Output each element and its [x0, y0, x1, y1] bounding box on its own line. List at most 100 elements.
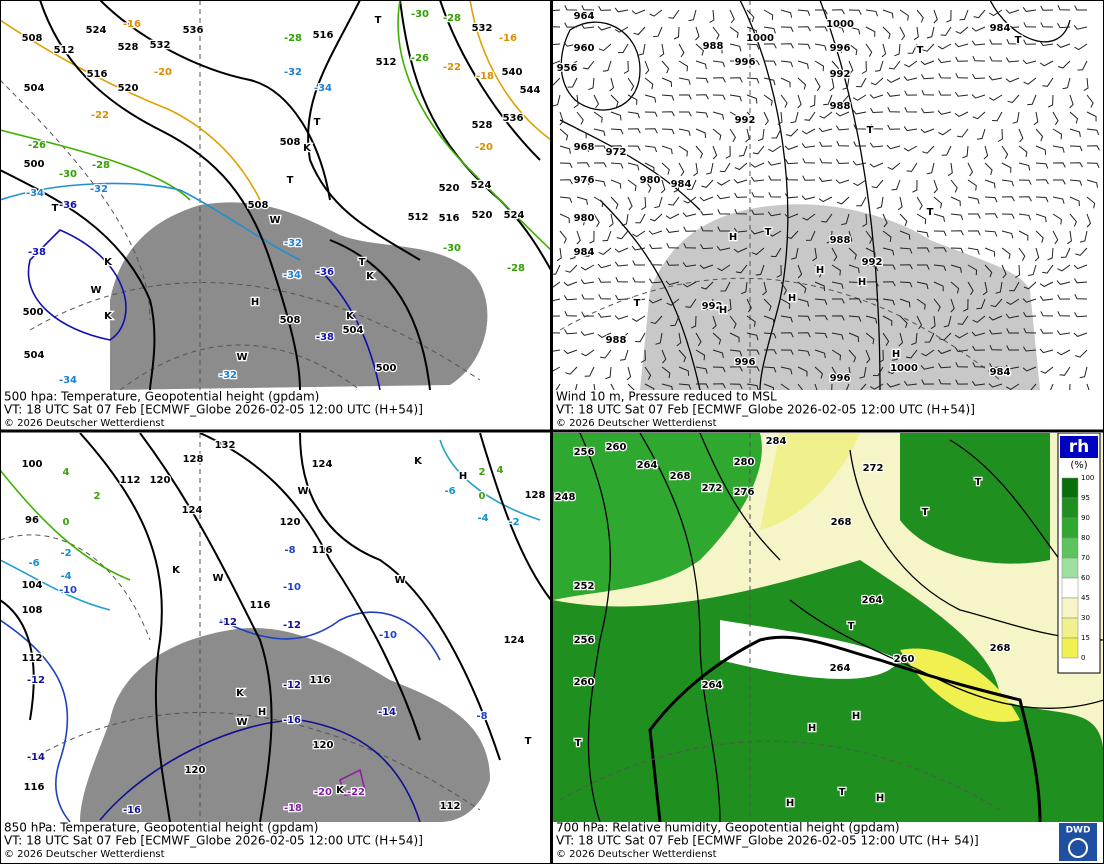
- wind-barb: [1005, 77, 1020, 83]
- wind-barb: [973, 9, 986, 19]
- wind-barb: [682, 262, 697, 268]
- wind-barb: [644, 179, 652, 193]
- wind-barb: [1057, 294, 1071, 300]
- wind-barb: [729, 9, 735, 24]
- wind-barb: [869, 383, 884, 390]
- wind-barb: [768, 192, 782, 198]
- wind-barb: [729, 94, 742, 102]
- wind-barb: [1057, 4, 1071, 11]
- wind-barb: [1052, 230, 1059, 245]
- wind-barb: [676, 332, 682, 347]
- wind-barb: [886, 77, 901, 83]
- wind-barb: [725, 145, 731, 159]
- wind-barb: [563, 349, 578, 355]
- wind-barb: [854, 383, 867, 390]
- wind-barb: [848, 298, 862, 304]
- wind-barb: [763, 349, 777, 355]
- wind-barb: [682, 212, 697, 217]
- wind-barb: [695, 366, 708, 374]
- map-label: H: [719, 305, 727, 316]
- wind-barb: [835, 111, 850, 117]
- wind-barb: [933, 179, 938, 194]
- wind-barb: [933, 9, 938, 24]
- wind-barb: [746, 332, 759, 341]
- wind-barb: [1018, 162, 1031, 171]
- wind-barb: [1005, 57, 1020, 63]
- wind-barb: [627, 111, 640, 119]
- wind-barb: [1015, 264, 1021, 278]
- wind-barb: [835, 179, 850, 184]
- wind-barb: [726, 298, 732, 313]
- legend-swatch: [1061, 617, 1079, 639]
- map-label: 264: [637, 460, 658, 471]
- wind-barb: [831, 26, 845, 33]
- map-label: 524: [471, 180, 492, 191]
- wind-barb: [903, 126, 918, 132]
- map-label: 972: [606, 147, 627, 158]
- map-label: 528: [472, 120, 493, 131]
- wind-barb: [950, 298, 955, 313]
- wind-barb: [950, 213, 964, 220]
- wind-barb: [580, 23, 595, 29]
- map-label: 516: [439, 213, 460, 224]
- wind-barb: [1083, 77, 1089, 92]
- wind-barb: [559, 196, 573, 203]
- map-label: -2: [508, 517, 519, 528]
- legend-tick-label: 0: [1081, 654, 1085, 662]
- wind-barb: [992, 111, 1003, 122]
- wind-barb: [905, 349, 918, 359]
- wind-barb: [972, 111, 986, 120]
- map-label: 256: [574, 447, 595, 458]
- wind-barb: [649, 9, 663, 17]
- wind-barb: [871, 179, 884, 189]
- wind-barb: [848, 281, 862, 288]
- wind-barb: [916, 315, 923, 330]
- wind-barb: [837, 94, 850, 104]
- wind-barb: [627, 162, 640, 171]
- wind-barb: [886, 383, 901, 388]
- map-label: 264: [830, 663, 851, 674]
- map-label: K: [236, 688, 245, 699]
- wind-barb: [856, 77, 867, 88]
- wind-barb: [729, 60, 743, 66]
- wind-barb: [780, 9, 793, 18]
- wind-barb: [644, 94, 657, 103]
- wind-barb: [771, 128, 782, 139]
- wind-barb: [576, 145, 590, 152]
- wind-barb: [903, 366, 918, 372]
- wind-barb: [670, 315, 680, 327]
- wind-barb: [1067, 230, 1072, 245]
- wind-barb: [610, 94, 619, 107]
- wind-barb: [1039, 281, 1054, 288]
- map-label: -10: [379, 630, 397, 641]
- wind-barb: [954, 347, 969, 353]
- map-label: 272: [702, 483, 723, 494]
- wind-barb: [899, 26, 906, 41]
- map-label: -32: [284, 67, 302, 78]
- wind-barb: [631, 296, 646, 302]
- wind-barb: [957, 128, 969, 138]
- wind-barb: [859, 366, 867, 379]
- wind-barb: [1086, 196, 1096, 209]
- map-label: -26: [28, 140, 46, 151]
- wind-barb: [971, 380, 986, 386]
- wind-barb: [638, 43, 646, 56]
- wind-barb: [921, 349, 935, 357]
- wind-barb: [608, 213, 614, 228]
- wind-barb: [580, 331, 595, 336]
- wind-barb: [984, 264, 993, 278]
- wind-barb: [668, 9, 680, 19]
- legend-swatch: [1061, 577, 1079, 599]
- map-label: 512: [54, 45, 75, 56]
- wind-barb: [631, 9, 646, 15]
- wind-barb: [1018, 196, 1032, 202]
- wind-barb: [1047, 247, 1054, 261]
- wind-barb: [1079, 366, 1088, 379]
- wind-barb: [797, 366, 808, 377]
- wind-barb: [582, 60, 595, 70]
- wind-barb: [616, 230, 629, 240]
- wind-barb: [971, 40, 986, 46]
- wind-barb: [729, 366, 743, 372]
- wind-barb: [712, 332, 722, 345]
- wind-barb: [1069, 383, 1071, 390]
